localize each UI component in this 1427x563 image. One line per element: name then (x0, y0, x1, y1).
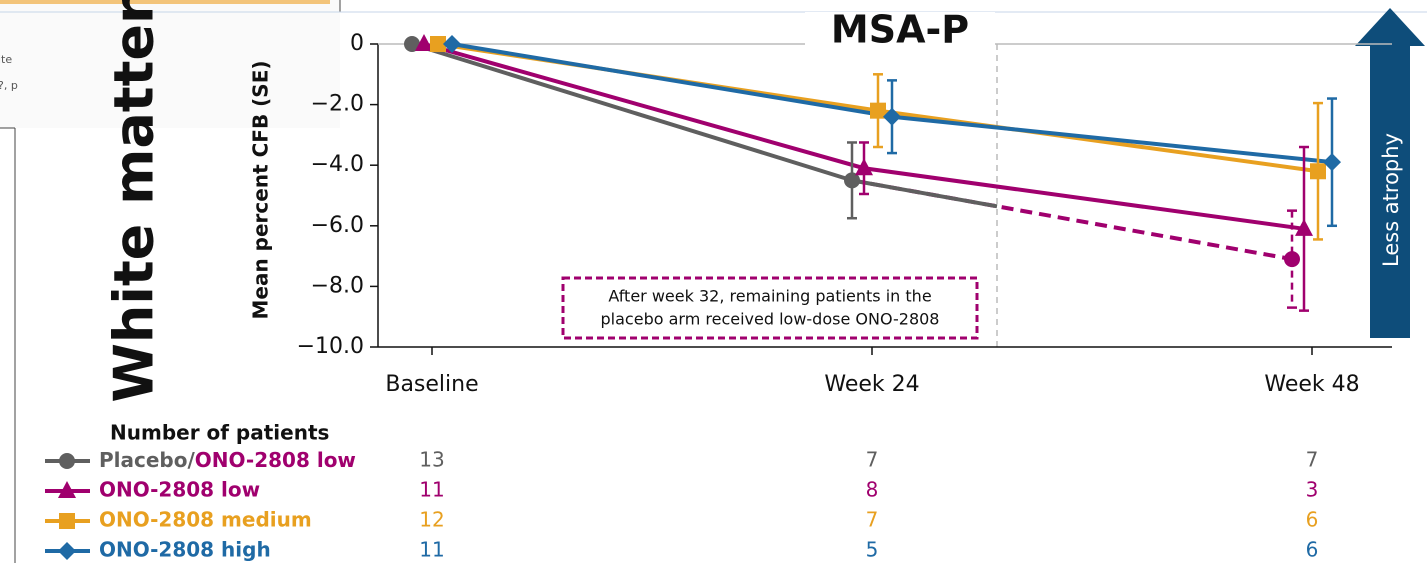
patient-count: 6 (1306, 538, 1319, 562)
x-tick-label: Week 24 (824, 372, 919, 397)
y-tick-label: −10.0 (297, 334, 364, 359)
series-line (423, 42, 1305, 231)
data-point (1310, 163, 1326, 180)
fragment-text: ?, p (0, 79, 18, 92)
data-point (870, 102, 886, 119)
legend-marker (58, 542, 76, 560)
data-point (443, 35, 461, 53)
patient-count: 7 (866, 448, 879, 472)
patient-count: 12 (419, 508, 444, 532)
patient-count: 3 (1306, 478, 1319, 502)
data-point (415, 34, 433, 51)
y-tick-label: −6.0 (311, 213, 364, 238)
legend-label: ONO-2808 medium (99, 508, 312, 532)
data-point (1323, 153, 1341, 172)
patient-count: 8 (866, 478, 879, 502)
data-point (1295, 218, 1313, 236)
y-tick-label: −2.0 (311, 92, 364, 117)
data-point (855, 158, 873, 176)
series-line-segment (851, 178, 998, 209)
patient-count: 6 (1306, 508, 1319, 532)
data-point (404, 36, 420, 52)
legend-label: ONO-2808 high (99, 538, 271, 562)
patient-count: 13 (419, 448, 444, 472)
legend-label: ONO-2808 low (99, 478, 260, 502)
data-point (1284, 251, 1300, 268)
legend-label: Placebo/ONO-2808 low (99, 448, 356, 472)
legend-marker (59, 513, 75, 529)
y-tick-label: −8.0 (311, 273, 364, 298)
series-line (411, 42, 853, 183)
data-point (430, 36, 446, 52)
patient-count: 11 (419, 478, 444, 502)
title-backing (805, 12, 995, 62)
x-tick-label: Week 48 (1264, 372, 1359, 397)
annotation-box (561, 276, 979, 340)
table-title: Number of patients (110, 421, 329, 445)
data-point (883, 107, 901, 126)
arrow-label: Less atrophy (1379, 133, 1403, 267)
legend-marker (58, 481, 76, 498)
data-point (844, 172, 860, 189)
annotation-text: placebo arm received low-dose ONO-2808 (601, 310, 940, 329)
patient-count: 7 (1306, 448, 1319, 472)
fragment-bar (0, 0, 330, 4)
fragment-text: ite (0, 53, 12, 66)
patient-count: 5 (866, 538, 879, 562)
annotation-text: After week 32, remaining patients in the (608, 287, 931, 306)
y-axis-label: Mean percent CFB (SE) (249, 61, 273, 320)
patient-count: 7 (866, 508, 879, 532)
arrow (1355, 8, 1425, 338)
series-line (851, 178, 1293, 262)
legend-marker (59, 453, 75, 469)
side-title: White matter (103, 0, 166, 403)
background-window (0, 0, 340, 128)
x-tick-label: Baseline (385, 372, 478, 397)
y-tick-label: 0 (350, 31, 364, 56)
chart-title: MSA-P (831, 8, 969, 52)
patient-count: 11 (419, 538, 444, 562)
y-tick-label: −4.0 (311, 152, 364, 177)
